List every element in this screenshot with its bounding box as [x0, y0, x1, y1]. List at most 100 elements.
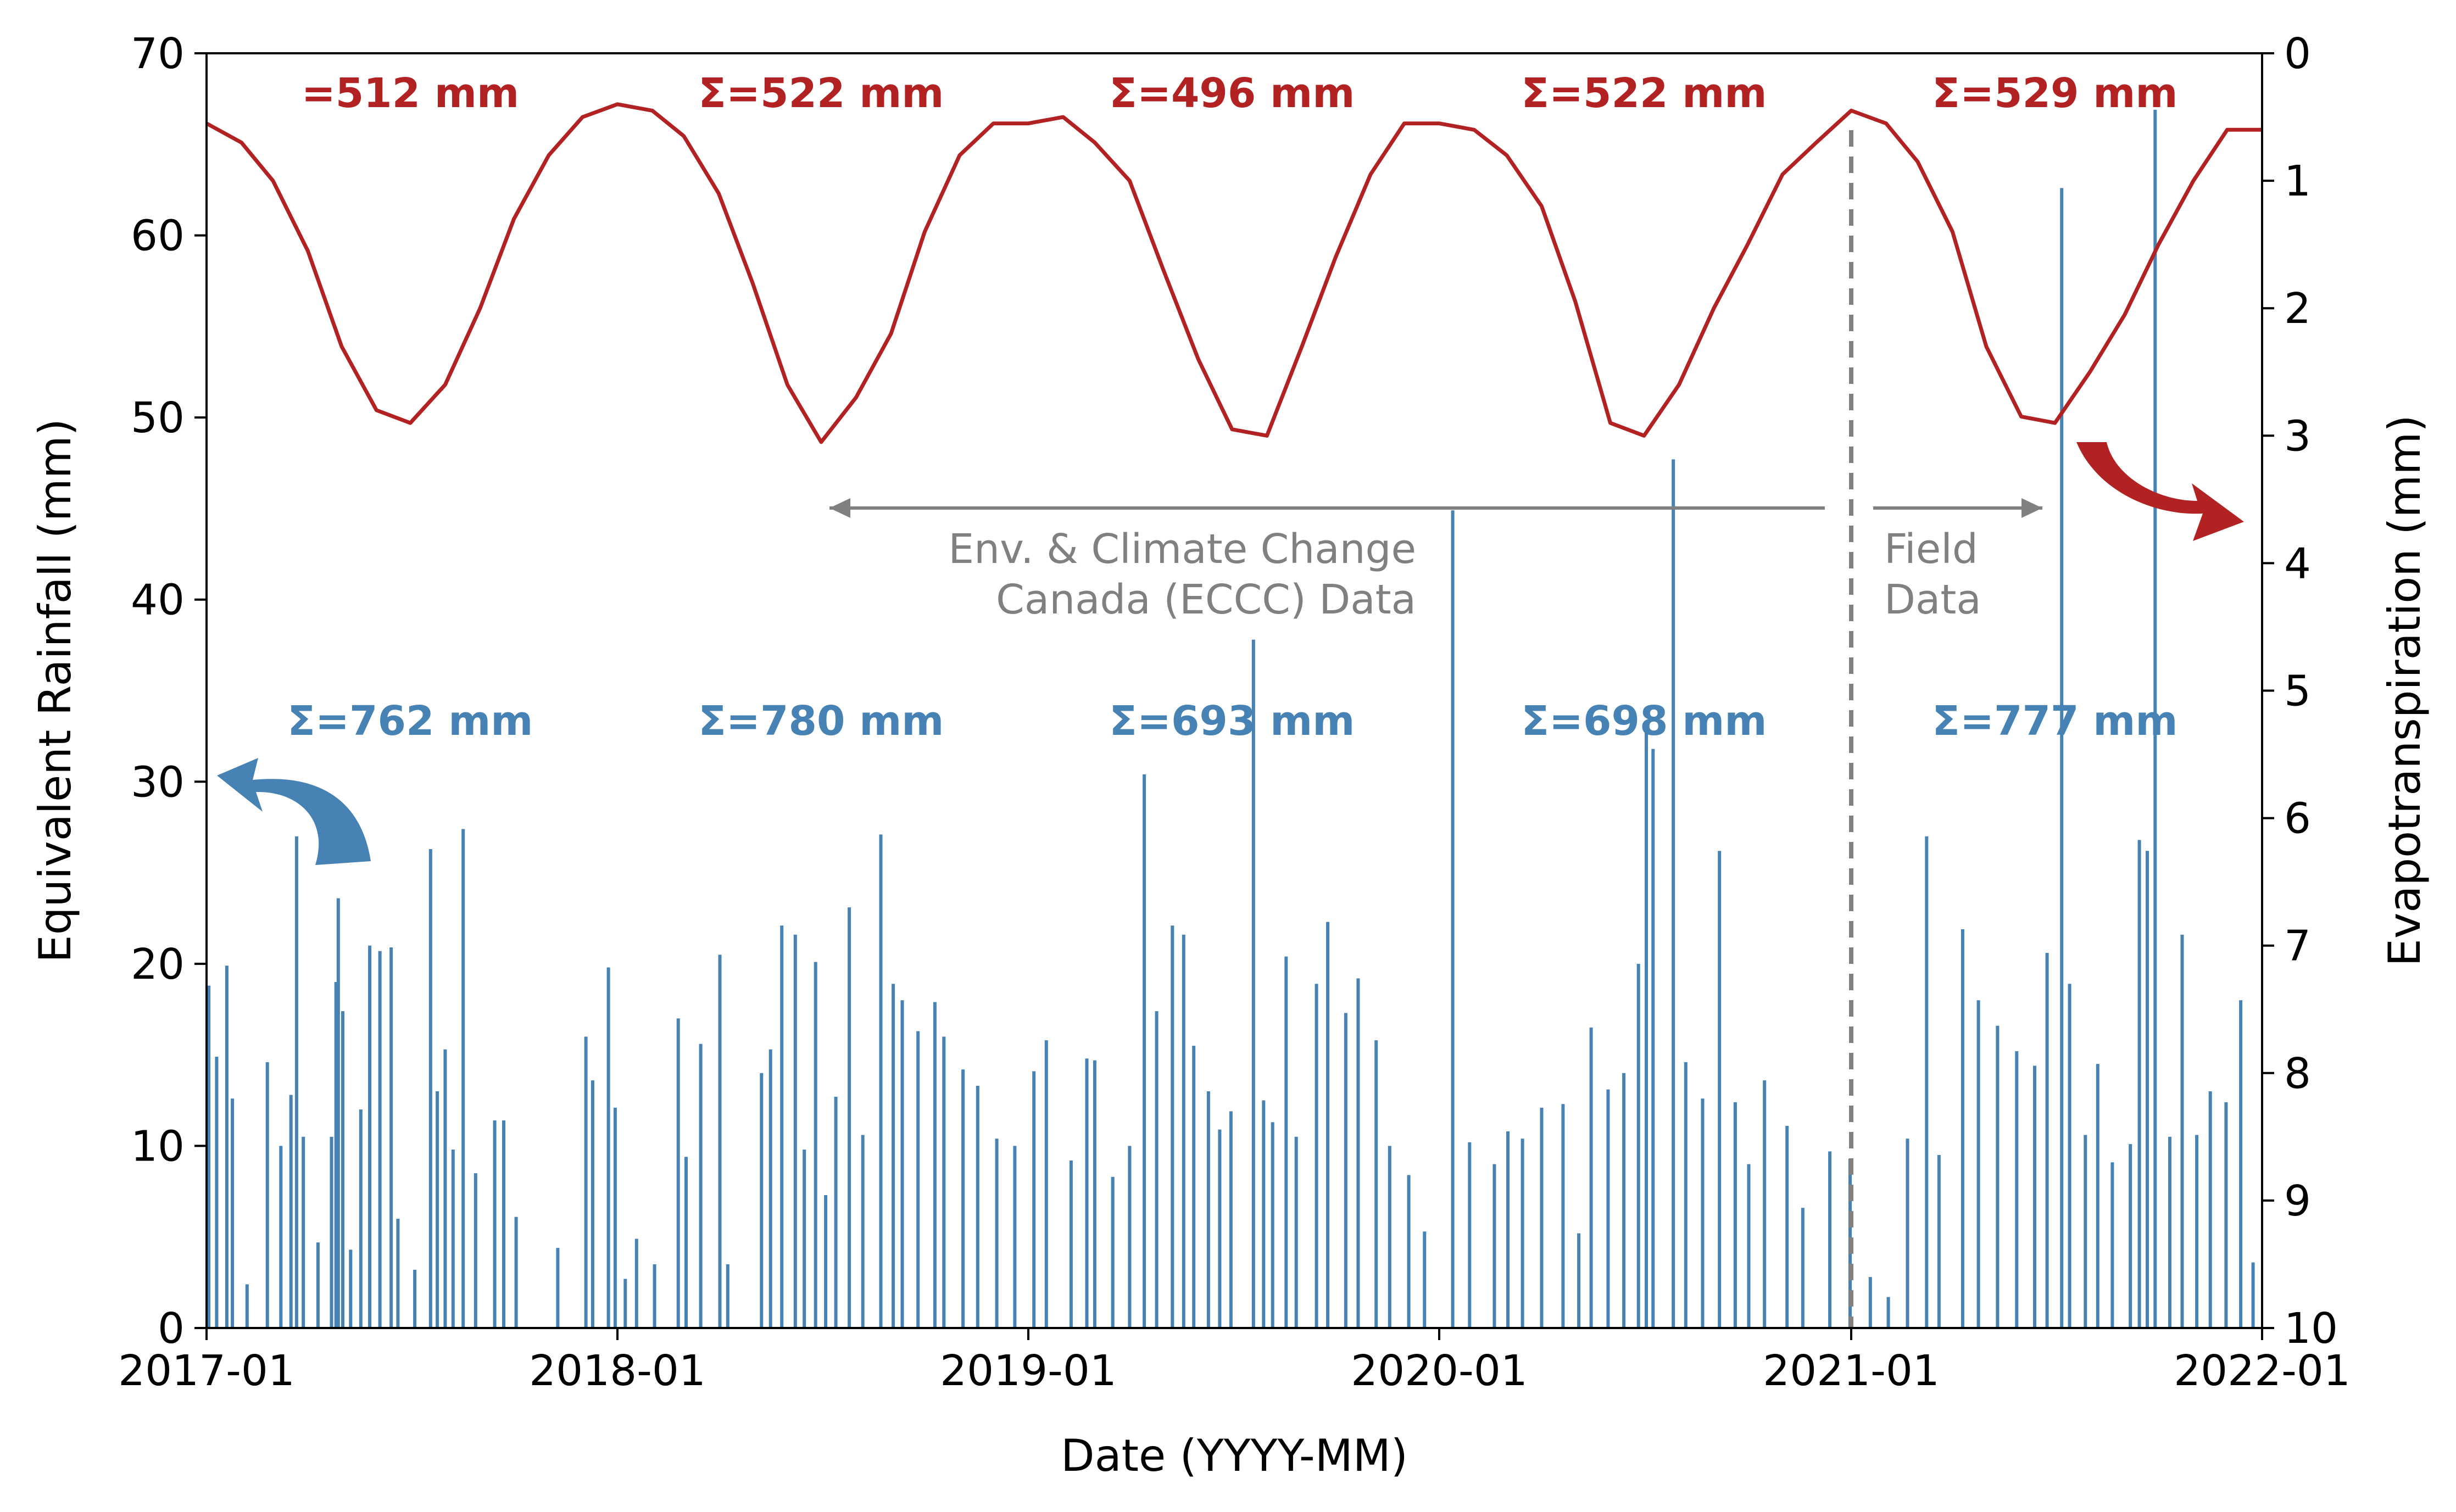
eccc-label: Canada (ECCC) Data [996, 576, 1416, 623]
rain-bar [514, 1217, 518, 1328]
rain-bar [451, 1150, 455, 1328]
rain-bar [349, 1249, 353, 1328]
rain-bar [803, 1150, 806, 1328]
rain-bar [584, 1036, 588, 1328]
rain-bar [378, 951, 382, 1328]
rain-bar [1171, 925, 1174, 1328]
rain-bar [2224, 1102, 2228, 1328]
rain-bar [892, 984, 895, 1328]
y-axis-left-title: Equivalent Rainfall (mm) [30, 419, 81, 963]
rain-bar [2251, 1262, 2255, 1328]
rain-bar [2060, 188, 2064, 1329]
rain-bar [1423, 1231, 1427, 1328]
rain-bar [684, 1157, 688, 1328]
rain-bar [1961, 929, 1964, 1328]
rain-bar [225, 966, 229, 1328]
rain-bar [613, 1107, 617, 1328]
rain-bar [2153, 109, 2157, 1328]
rain-bar [2045, 953, 2049, 1328]
rain-bar [1143, 774, 1146, 1328]
rain-annual-sum: Σ=762 mm [287, 698, 533, 745]
rain-bar [279, 1146, 283, 1328]
y-right-tick-label: 9 [2284, 1177, 2311, 1226]
rain-annual-sum: Σ=780 mm [698, 698, 944, 745]
et-annual-sum: Σ=522 mm [698, 70, 944, 117]
y-left-tick-label: 0 [158, 1304, 185, 1353]
rain-bar [995, 1139, 999, 1328]
rain-bar [1925, 836, 1929, 1328]
et-annual-sum: Σ=529 mm [1932, 70, 2177, 117]
rain-bar [396, 1219, 400, 1328]
axis-ticks: 2017-01 2018-01 2019-01 2020-01 2021-01 2022-… [118, 30, 2351, 1396]
rain-bar [933, 1002, 937, 1328]
rain-bar [1085, 1058, 1089, 1328]
rain-bar [1886, 1297, 1890, 1328]
y-right-tick-label: 10 [2284, 1304, 2338, 1353]
rain-bar [900, 1000, 904, 1328]
rain-bar [1032, 1071, 1036, 1328]
rain-bar [2137, 840, 2141, 1328]
rain-bar [341, 1011, 344, 1328]
rain-bar [814, 962, 817, 1328]
rain-bar [976, 1086, 979, 1328]
rain-bar [760, 1073, 764, 1328]
x-tick-label: 2020-01 [1351, 1347, 1528, 1396]
rain-bar [1622, 1073, 1626, 1328]
rain-bar [1672, 459, 1675, 1328]
rain-bar [699, 1044, 703, 1328]
rain-bar [1326, 922, 1330, 1328]
y-right-tick-label: 3 [2284, 412, 2311, 461]
y-right-tick-label: 8 [2284, 1050, 2311, 1098]
rain-bar [961, 1069, 965, 1328]
rain-bar [1785, 1126, 1789, 1328]
et-annual-sum: Σ=496 mm [1109, 70, 1355, 117]
y-left-tick-label: 70 [131, 30, 185, 79]
rain-bar [834, 1096, 838, 1328]
rain-bar [634, 1238, 638, 1328]
eccc-arrow [829, 498, 1825, 518]
rain-bar [793, 934, 797, 1328]
rain-bar [461, 829, 465, 1328]
rain-bar [1069, 1160, 1073, 1328]
rain-bar [207, 985, 211, 1328]
rain-bar [1506, 1131, 1510, 1328]
rain-bar [1996, 1025, 2000, 1328]
rain-bar [861, 1135, 865, 1328]
y-right-tick-label: 4 [2284, 539, 2311, 588]
x-tick-label: 2022-01 [2174, 1347, 2351, 1396]
right-axis-indicator-arrow [2076, 442, 2244, 541]
rain-bar [1577, 1233, 1581, 1328]
rain-bar [623, 1279, 627, 1328]
left-axis-indicator-arrow [217, 758, 371, 865]
rain-bar [1388, 1146, 1391, 1328]
rain-bar [1044, 1040, 1048, 1328]
rain-bar [2015, 1051, 2019, 1328]
x-tick-label: 2017-01 [118, 1347, 295, 1396]
rain-bar [1606, 1089, 1610, 1328]
rain-bar [231, 1098, 235, 1328]
et-annual-sum: Σ=522 mm [1521, 70, 1767, 117]
rain-bar [1868, 1277, 1872, 1328]
rain-bar [1636, 963, 1640, 1328]
y-axis-right-title: Evapotranspiration (mm) [2379, 415, 2430, 966]
plot-frame [205, 52, 2263, 1329]
rain-bar [316, 1242, 320, 1328]
rain-bar [824, 1195, 828, 1328]
rain-bar [1374, 1040, 1378, 1328]
rain-bar [1718, 851, 1722, 1328]
rain-bar [2180, 934, 2184, 1328]
rain-bar [1828, 1151, 1832, 1328]
rain-bar [1540, 1107, 1544, 1328]
field-label: Data [1884, 576, 1981, 623]
rain-bar [653, 1264, 656, 1328]
rain-bar [916, 1031, 920, 1328]
rain-bar [1356, 978, 1360, 1328]
rain-bar [1684, 1062, 1688, 1328]
et-line [205, 102, 2262, 444]
rain-bar [265, 1062, 269, 1328]
rain-bar [591, 1080, 594, 1328]
rain-bar [718, 955, 722, 1328]
rain-bar [368, 945, 372, 1328]
